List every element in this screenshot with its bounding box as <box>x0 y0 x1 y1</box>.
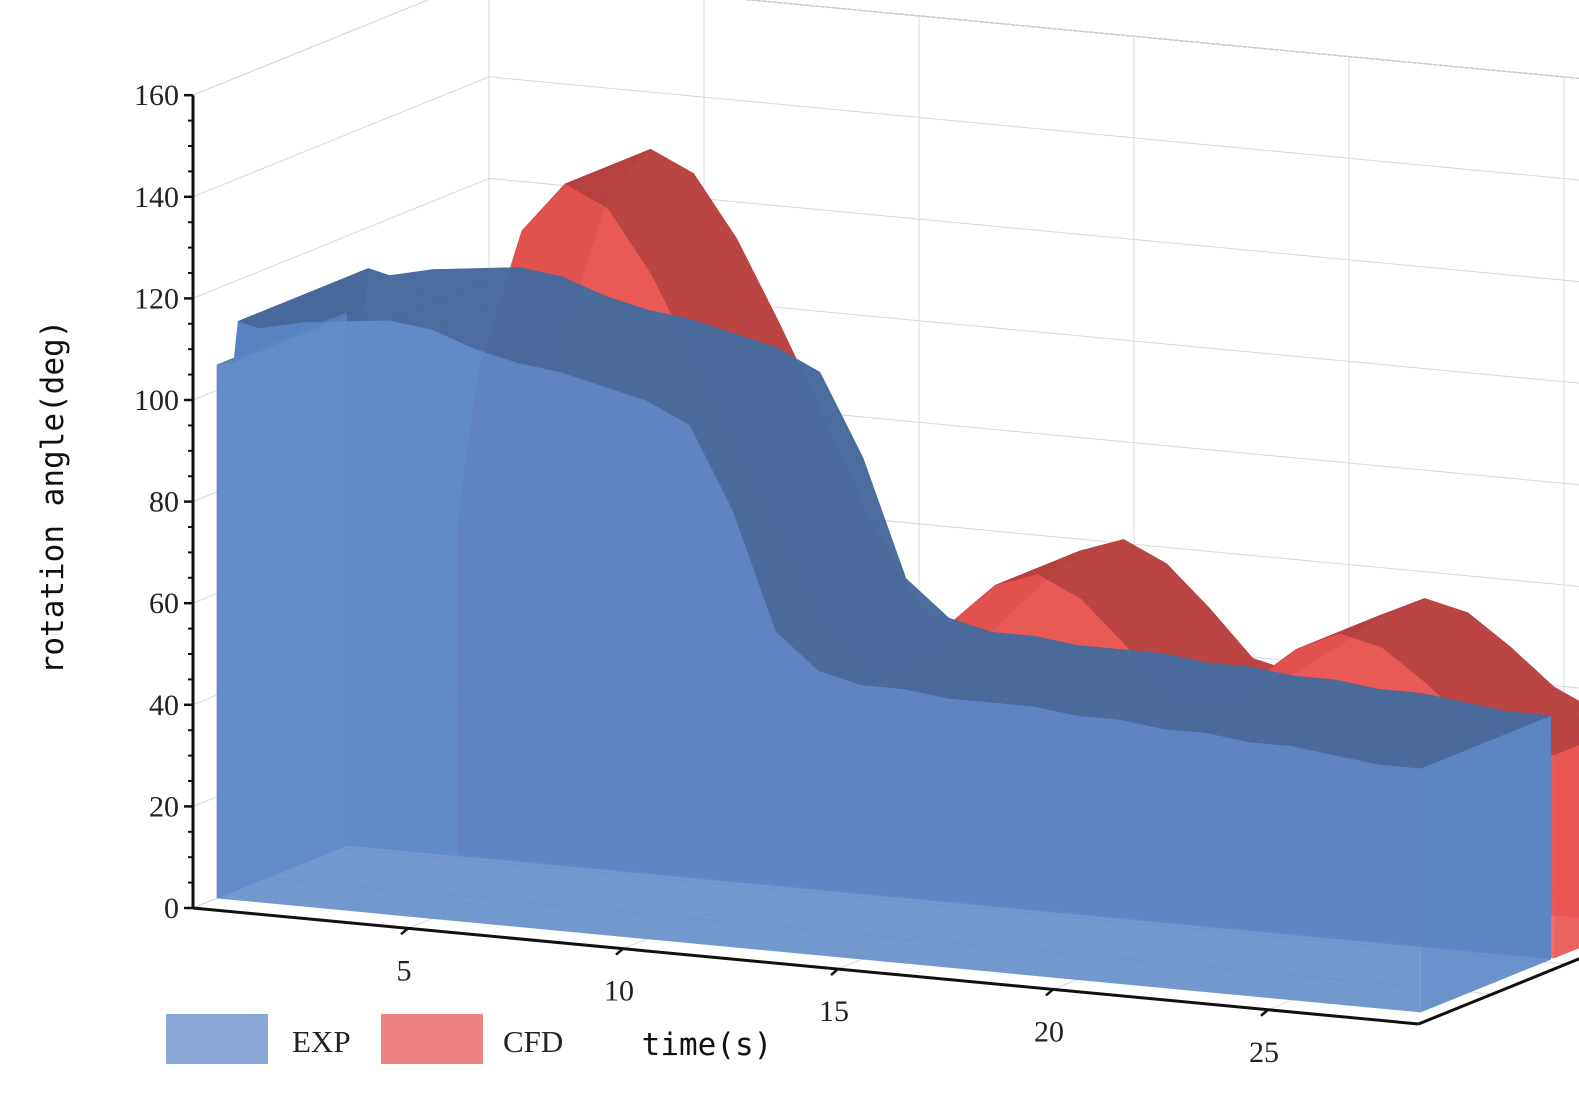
x-tick-label: 15 <box>819 995 849 1028</box>
y-tick-label: 80 <box>149 486 179 519</box>
y-tick-label: 100 <box>134 384 179 417</box>
x-tick <box>400 927 409 936</box>
x-tick-label: 20 <box>1034 1015 1064 1048</box>
exp-front-face <box>216 320 1421 1013</box>
y-tick-label: 20 <box>149 790 179 823</box>
cfd-end-cap <box>1553 745 1579 959</box>
y-tick-label: 0 <box>164 892 179 925</box>
y-gridline <box>192 177 1579 299</box>
legend-label-exp: EXP <box>292 1024 351 1059</box>
y-tick-label: 120 <box>134 282 179 315</box>
depth-axis-line <box>1417 957 1579 1026</box>
x-tick-label: 5 <box>397 954 412 987</box>
chart-labels: rotation angle(deg) time(s) 0 20 40 60 80 100… <box>35 79 1279 1069</box>
chart-legend: EXP CFD <box>166 1014 563 1064</box>
y-axis-label: rotation angle(deg) <box>35 320 71 675</box>
y-gridline <box>192 0 1579 96</box>
x-tick-label: 25 <box>1249 1036 1279 1069</box>
x-tick <box>615 947 624 956</box>
x-axis-label: time(s) <box>642 1027 773 1063</box>
x-tick-label: 10 <box>604 975 634 1008</box>
y-gridline <box>192 76 1579 198</box>
x-tick <box>830 968 839 976</box>
x-axis-line <box>192 906 1419 1026</box>
series-exp <box>216 267 1552 1013</box>
y-tick-label: 140 <box>134 181 179 214</box>
chart-axes <box>184 93 1579 1026</box>
x-tick <box>1260 1008 1269 1017</box>
legend-swatch-exp <box>166 1014 268 1064</box>
x-tick <box>1045 988 1054 997</box>
legend-label-cfd: CFD <box>503 1024 563 1059</box>
legend-swatch-cfd <box>381 1014 483 1064</box>
exp-start-cap <box>216 312 347 899</box>
y-tick-label: 60 <box>149 587 179 620</box>
y-tick-label: 160 <box>134 79 179 112</box>
chart-series-layer <box>216 148 1579 1013</box>
exp-end-cap <box>1420 715 1551 1013</box>
y-tick-label: 40 <box>149 689 179 722</box>
